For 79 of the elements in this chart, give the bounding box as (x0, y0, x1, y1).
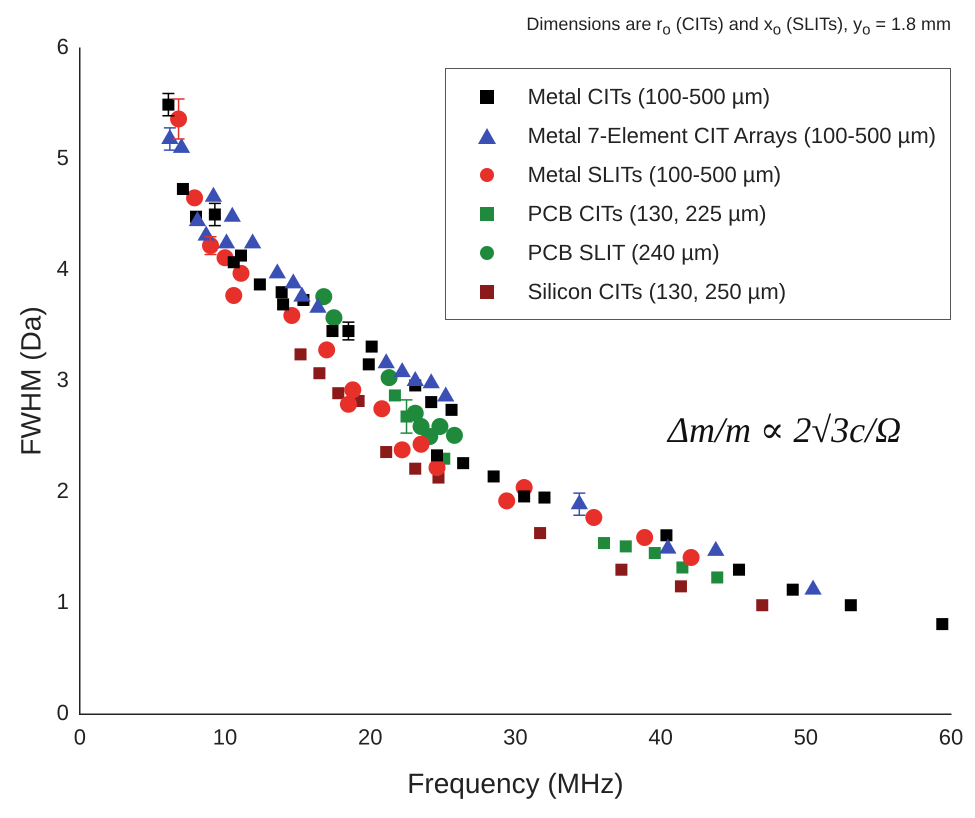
point (786, 584, 799, 596)
x-tick-label: 30 (503, 724, 528, 750)
y-tick-label: 6 (56, 34, 69, 60)
point (636, 529, 654, 546)
point (844, 599, 857, 612)
point (409, 462, 422, 475)
point (518, 490, 530, 502)
point (431, 418, 448, 436)
legend-label: Metal 7-Element CIT Arrays (100-500 µm) (528, 122, 936, 148)
y-tick-label: 3 (56, 367, 69, 392)
x-tick-label: 10 (212, 724, 238, 750)
point (498, 492, 516, 510)
legend-label: PCB CITs (130, 225 µm) (528, 200, 766, 226)
point (682, 548, 700, 566)
point (676, 561, 688, 574)
text: Dimensions are r$_{o}$ (CITs) and x$_{o}$ (SLITs), y$_{o}$ = 1.8 mm (526, 14, 951, 39)
point (598, 537, 610, 550)
point (412, 436, 430, 453)
legend-label: PCB SLIT (240 µm) (528, 240, 720, 266)
point (325, 309, 342, 326)
point (315, 288, 332, 306)
y-axis-title: FWHM (Da) (16, 306, 47, 456)
point (538, 492, 550, 504)
point (620, 540, 632, 552)
point (232, 264, 250, 282)
point (277, 298, 290, 310)
y-tick-label: 1 (56, 589, 69, 614)
point (674, 580, 687, 592)
point (660, 529, 672, 542)
point (585, 509, 602, 526)
point (615, 564, 628, 576)
point (283, 307, 300, 324)
point (388, 389, 401, 402)
point (380, 446, 392, 458)
point (318, 341, 336, 358)
point (936, 618, 948, 630)
point (446, 426, 463, 444)
y-tick-label: 0 (56, 700, 69, 726)
point (733, 564, 746, 576)
point (711, 571, 724, 584)
x-tick-label: 0 (74, 724, 86, 750)
point (446, 404, 458, 416)
y-tick-label: 4 (56, 256, 69, 282)
point (431, 449, 444, 462)
x-axis-title: Frequency (MHz) (407, 768, 624, 799)
point (756, 599, 768, 612)
x-tick-label: 40 (648, 724, 673, 750)
point (362, 358, 375, 370)
point (294, 348, 307, 360)
point (344, 381, 362, 398)
point (234, 250, 248, 262)
point (534, 527, 546, 540)
x-tick-label: 60 (938, 724, 964, 750)
y-tick-label: 5 (56, 145, 69, 170)
point (648, 547, 661, 560)
point (366, 340, 378, 353)
point (457, 457, 470, 470)
point (428, 459, 446, 476)
annotation: Δm/m ∝ 2√3c/Ω (668, 408, 902, 451)
x-tick-label: 20 (358, 724, 382, 750)
point (373, 400, 390, 418)
y-tick-label: 2 (56, 478, 69, 504)
x-tick-label: 50 (794, 724, 818, 750)
point (254, 278, 266, 290)
point (394, 441, 411, 458)
legend-label: Silicon CITs (130, 250 µm) (528, 278, 786, 304)
point (326, 325, 338, 338)
point (186, 189, 204, 206)
point (332, 387, 344, 400)
legend-label: Metal CITs (100-500 µm) (528, 84, 770, 110)
point (380, 369, 398, 386)
point (313, 367, 326, 380)
point (276, 286, 288, 298)
legend-label: Metal SLITs (100-500 µm) (528, 162, 782, 188)
point (225, 287, 242, 304)
point (488, 470, 500, 482)
point (425, 396, 438, 408)
point (340, 396, 357, 413)
point (176, 182, 189, 195)
